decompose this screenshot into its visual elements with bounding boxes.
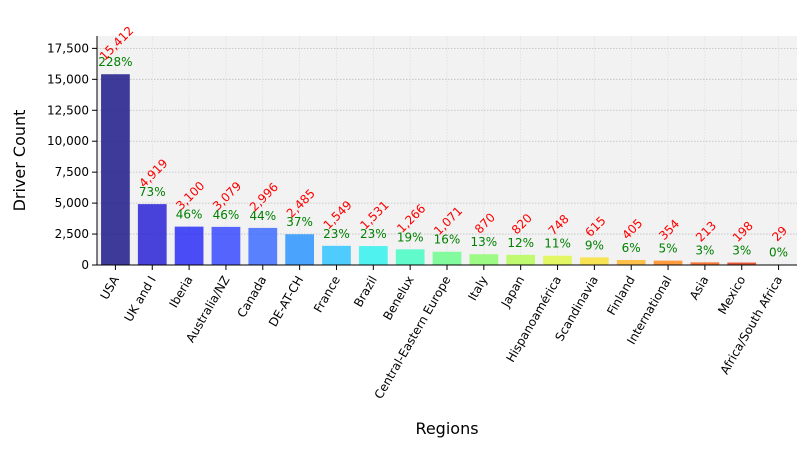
bar (322, 245, 351, 265)
y-tick-label: 7,500 (55, 165, 89, 179)
bar (101, 74, 130, 266)
y-tick-label: 0 (81, 258, 89, 272)
y-axis-title: Driver Count (10, 110, 29, 212)
bar (690, 262, 720, 265)
bar (727, 262, 757, 265)
percent-label: 3% (695, 243, 714, 257)
percent-label: 73% (139, 185, 166, 199)
percent-label: 19% (397, 230, 424, 244)
percent-label: 44% (249, 209, 276, 223)
x-tick-label: Brazil (351, 274, 380, 310)
y-tick-label: 15,000 (47, 72, 89, 86)
percent-label: 228% (98, 55, 132, 69)
bar (469, 254, 499, 265)
y-axis-ticks: 0 2,500 5,000 7,500 10,000 12,500 15,000 17,500 (47, 41, 97, 272)
x-tick-label: Benelux (380, 274, 416, 323)
x-tick-label: Mexico (715, 274, 748, 317)
y-tick-label: 10,000 (47, 134, 89, 148)
x-tick-label: Canada (234, 274, 269, 321)
bar (211, 226, 241, 265)
percent-label: 0% (769, 246, 788, 260)
x-tick-label: UK and I (122, 274, 159, 325)
bar (395, 249, 425, 265)
bar (432, 251, 462, 265)
x-tick-label: Finland (604, 274, 638, 318)
x-tick-label: Central-Eastern Europe (372, 274, 454, 402)
percent-label: 46% (176, 208, 203, 222)
x-tick-label: Japan (498, 274, 527, 311)
bar (174, 226, 204, 265)
x-tick-label: France (311, 274, 343, 316)
x-tick-label: DE-AT-CH (266, 274, 306, 330)
percent-label: 23% (360, 227, 387, 241)
y-tick-label: 5,000 (55, 196, 89, 210)
bar (580, 257, 609, 265)
bar (358, 246, 388, 265)
percent-label: 9% (585, 238, 604, 252)
percent-label: 6% (622, 241, 641, 255)
percent-label: 16% (434, 233, 461, 247)
percent-label: 37% (286, 215, 313, 229)
bar (137, 204, 167, 265)
bar (543, 255, 572, 265)
percent-label: 23% (323, 227, 350, 241)
percent-label: 11% (544, 237, 571, 251)
y-tick-label: 2,500 (55, 227, 89, 241)
percent-label: 13% (471, 235, 498, 249)
percent-label: 46% (213, 208, 240, 222)
bar (506, 254, 536, 265)
bars-group (101, 74, 793, 266)
x-axis-title: Regions (415, 419, 478, 438)
y-tick-label: 17,500 (47, 41, 89, 55)
x-tick-label: USA (97, 273, 122, 302)
percent-label: 5% (659, 242, 678, 256)
x-tick-label: Italy (465, 274, 490, 304)
x-tick-label: Iberia (166, 274, 195, 311)
y-tick-label: 12,500 (47, 103, 89, 117)
bar (248, 227, 278, 265)
percent-label: 3% (732, 244, 751, 258)
percent-label: 12% (507, 236, 534, 250)
bar (285, 234, 314, 265)
x-tick-label: Asia (687, 274, 712, 303)
bar (653, 260, 683, 265)
bar (616, 259, 646, 265)
